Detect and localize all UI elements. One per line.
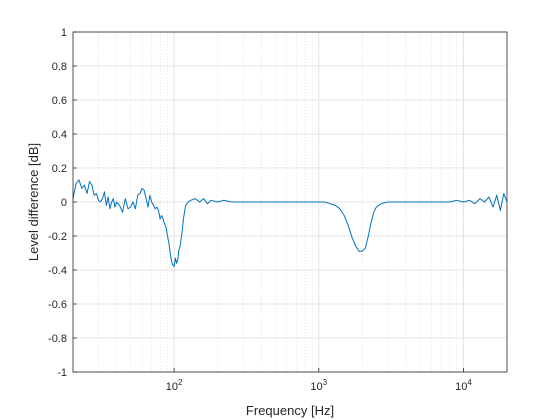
y-tick-label: 0.8: [52, 61, 67, 73]
y-tick-label: 0.4: [52, 129, 67, 141]
y-tick-label: 0: [61, 197, 67, 209]
x-tick-label: 103: [310, 378, 327, 393]
y-tick-label: -1: [57, 367, 67, 379]
y-tick-label: -0.6: [48, 299, 67, 311]
x-axis-label: Frequency [Hz]: [246, 403, 334, 418]
y-tick-label: -0.2: [48, 231, 67, 243]
data-layer: [72, 179, 508, 268]
y-tick-label: 0.2: [52, 163, 67, 175]
x-tick-label: 104: [455, 378, 472, 393]
y-tick-label: -0.4: [48, 265, 67, 277]
y-tick-label: 0.6: [52, 95, 67, 107]
y-tick-label: -0.8: [48, 333, 67, 345]
y-axis-label: Level difference [dB]: [26, 143, 41, 261]
y-tick-label: 1: [61, 27, 67, 39]
series-line: [72, 179, 508, 268]
ticks: 102 103 104 1 0.8 0.6 0.4 0.2 0 -0.2 -0.4 -0.6 -0.8 -…: [48, 27, 472, 393]
x-tick-label: 102: [166, 378, 183, 393]
